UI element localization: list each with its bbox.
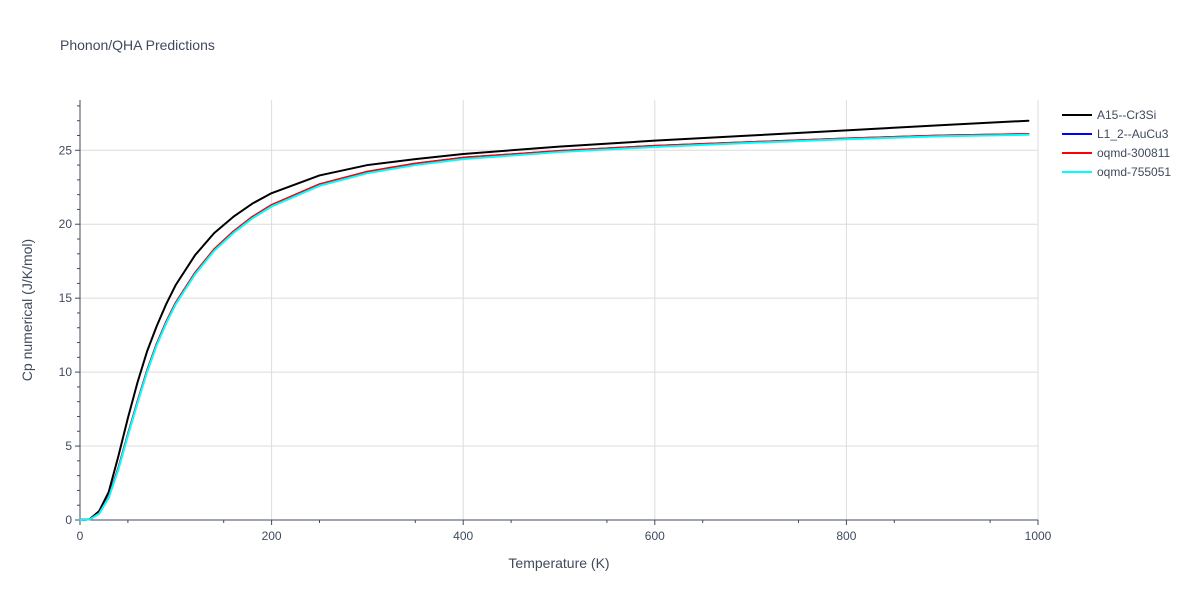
legend-label: A15--Cr3Si xyxy=(1097,108,1156,122)
x-tick-label: 600 xyxy=(645,529,665,543)
series-lines xyxy=(79,119,1030,521)
y-tick-label: 10 xyxy=(59,365,73,379)
axes: 0 200 400 600 800 1000 0 5 10 15 20 25 xyxy=(59,100,1052,543)
y-tick-label: 20 xyxy=(59,217,73,231)
legend-label: oqmd-755051 xyxy=(1097,165,1171,179)
x-tick-label: 200 xyxy=(262,529,282,543)
x-tick-label: 0 xyxy=(77,529,84,543)
x-tick-label: 400 xyxy=(453,529,473,543)
legend-item[interactable]: oqmd-755051 xyxy=(1062,165,1171,179)
legend[interactable]: A15--Cr3Si L1_2--AuCu3 oqmd-300811 oqmd-755… xyxy=(1062,108,1171,179)
y-tick-label: 0 xyxy=(65,513,72,527)
legend-item[interactable]: L1_2--AuCu3 xyxy=(1062,127,1169,141)
y-tick-label: 15 xyxy=(59,291,73,305)
y-tick-label: 5 xyxy=(65,439,72,453)
legend-item[interactable]: A15--Cr3Si xyxy=(1062,108,1156,122)
series-line-oqmd-300811 xyxy=(79,133,1030,521)
series-line-A15--Cr3Si xyxy=(79,119,1030,521)
x-axis-title: Temperature (K) xyxy=(508,555,609,571)
legend-label: L1_2--AuCu3 xyxy=(1097,127,1169,141)
legend-item[interactable]: oqmd-300811 xyxy=(1062,146,1170,160)
x-tick-label: 1000 xyxy=(1025,529,1052,543)
x-tick-label: 800 xyxy=(836,529,856,543)
y-tick-label: 25 xyxy=(59,143,73,157)
chart-title: Phonon/QHA Predictions xyxy=(60,37,215,53)
legend-label: oqmd-300811 xyxy=(1097,146,1170,160)
y-axis-title: Cp numerical (J/K/mol) xyxy=(19,239,35,381)
grid xyxy=(80,100,1039,520)
series-line-L1_2--AuCu3 xyxy=(79,133,1030,521)
series-line-oqmd-755051 xyxy=(79,133,1030,521)
